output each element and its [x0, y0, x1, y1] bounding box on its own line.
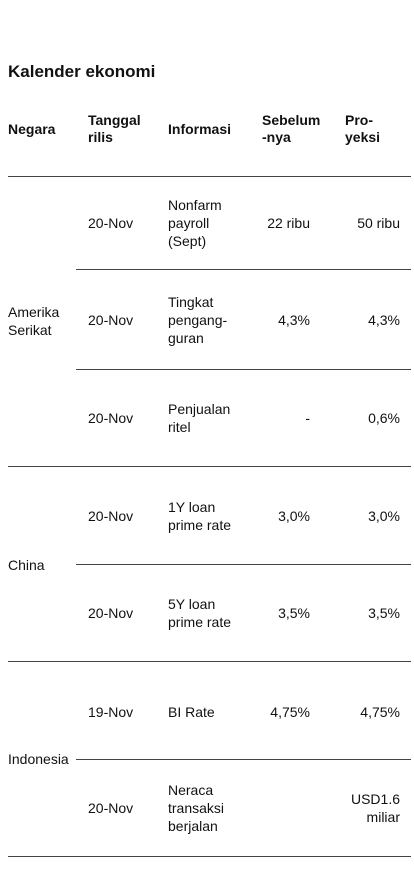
row-7-info-line-3: berjalan [168, 818, 218, 834]
row-divider [76, 759, 411, 760]
row-5-proyeksi-line-1: 3,5% [368, 605, 400, 621]
row-3-proyeksi: 0,6% [368, 409, 400, 427]
row-7-info: Neraca transaksi berjalan [168, 781, 248, 835]
row-5-info: 5Y loan prime rate [168, 595, 248, 631]
country-1-line-2: Serikat [8, 322, 52, 338]
row-4-date-line-1: 20-Nov [88, 508, 134, 524]
row-1-sebelumnya-line-1: 22 ribu [267, 215, 310, 231]
country-1-line-1: Amerika [8, 304, 60, 320]
row-5-sebelumnya-line-1: 3,5% [278, 605, 310, 621]
header-sebelumnya-line-2: -nya [262, 129, 291, 145]
row-2-info-line-1: Tingkat [168, 294, 214, 310]
row-6-proyeksi-line-1: 4,75% [360, 704, 400, 720]
row-1-proyeksi: 50 ribu [357, 214, 400, 232]
header-proyeksi-line-1: Pro- [345, 112, 373, 128]
header-tanggal-line-2: rilis [88, 129, 113, 145]
row-3-date-line-1: 20-Nov [88, 410, 134, 426]
header-proyeksi-line-2: yeksi [345, 129, 381, 145]
row-4-sebelumnya: 3,0% [278, 507, 310, 525]
header-sebelumnya-line-1: Sebelum [262, 112, 321, 128]
page-title: Kalender ekonomi [8, 62, 156, 81]
row-4-info-line-2: prime rate [168, 517, 232, 533]
row-3-sebelumnya: - [305, 409, 310, 427]
row-7-proyeksi-line-2: miliar [366, 809, 400, 825]
row-2-sebelumnya-line-1: 4,3% [278, 312, 310, 328]
header-tanggal-rilis: Tanggal rilis [88, 112, 141, 146]
row-1-info-line-2: payroll [168, 215, 210, 231]
row-divider [76, 369, 411, 370]
row-6-sebelumnya-line-1: 4,75% [270, 704, 310, 720]
row-5-info-line-2: prime rate [168, 614, 232, 630]
row-divider [8, 466, 411, 467]
row-6-info: BI Rate [168, 703, 248, 721]
row-4-date: 20-Nov [88, 507, 133, 525]
row-6-proyeksi: 4,75% [360, 703, 400, 721]
row-6-date: 19-Nov [88, 703, 133, 721]
row-3-proyeksi-line-1: 0,6% [368, 410, 400, 426]
row-1-info-line-3: (Sept) [168, 233, 207, 249]
row-6-date-line-1: 19-Nov [88, 704, 134, 720]
header-informasi: Informasi [168, 121, 232, 137]
country-label: Indonesia [8, 750, 69, 768]
row-2-date: 20-Nov [88, 311, 133, 329]
row-3-date: 20-Nov [88, 409, 133, 427]
row-1-info: Nonfarm payroll (Sept) [168, 196, 248, 250]
row-7-date-line-1: 20-Nov [88, 800, 134, 816]
country-3-line-1: Indonesia [8, 751, 69, 767]
row-3-info-line-1: Penjualan [168, 401, 231, 417]
header-tanggal-line-1: Tanggal [88, 112, 141, 128]
header-proyeksi: Pro- yeksi [345, 112, 380, 146]
row-2-sebelumnya: 4,3% [278, 311, 310, 329]
row-7-proyeksi: USD1.6 miliar [351, 790, 400, 826]
row-7-proyeksi-line-1: USD1.6 [350, 791, 400, 807]
row-6-sebelumnya: 4,75% [270, 703, 310, 721]
row-1-sebelumnya: 22 ribu [267, 214, 310, 232]
row-2-info-line-3: guran [168, 330, 204, 346]
row-5-info-line-1: 5Y loan [168, 596, 216, 612]
row-1-date-line-1: 20-Nov [88, 215, 134, 231]
row-5-date: 20-Nov [88, 604, 133, 622]
header-negara: Negara [8, 121, 56, 137]
row-1-proyeksi-line-1: 50 ribu [357, 215, 400, 231]
row-5-date-line-1: 20-Nov [88, 605, 134, 621]
row-divider [8, 856, 411, 857]
row-4-proyeksi-line-1: 3,0% [368, 508, 400, 524]
row-3-info-line-2: ritel [168, 419, 191, 435]
row-2-date-line-1: 20-Nov [88, 312, 134, 328]
row-7-date: 20-Nov [88, 799, 133, 817]
row-7-info-line-1: Neraca [168, 782, 214, 798]
row-6-info-line-1: BI Rate [168, 704, 215, 720]
row-1-date: 20-Nov [88, 214, 133, 232]
row-4-info-line-1: 1Y loan [168, 499, 216, 515]
row-2-proyeksi-line-1: 4,3% [368, 312, 400, 328]
header-divider [8, 176, 411, 177]
row-2-proyeksi: 4,3% [368, 311, 400, 329]
row-7-info-line-2: transaksi [168, 800, 225, 816]
country-label: Amerika Serikat [8, 303, 59, 339]
row-5-sebelumnya: 3,5% [278, 604, 310, 622]
row-3-info: Penjualan ritel [168, 400, 248, 436]
row-4-info: 1Y loan prime rate [168, 498, 248, 534]
row-divider [76, 564, 411, 565]
row-2-info: Tingkat pengang-guran [168, 293, 248, 347]
header-sebelumnya: Sebelum -nya [262, 112, 320, 146]
row-4-proyeksi: 3,0% [368, 507, 400, 525]
row-divider [76, 269, 411, 270]
row-3-sebelumnya-line-1: - [305, 410, 310, 426]
row-5-proyeksi: 3,5% [368, 604, 400, 622]
row-2-info-line-2: pengang- [168, 312, 228, 328]
row-divider [8, 661, 411, 662]
country-label: China [8, 556, 45, 574]
row-1-info-line-1: Nonfarm [168, 197, 222, 213]
row-4-sebelumnya-line-1: 3,0% [278, 508, 310, 524]
country-2-line-1: China [8, 557, 45, 573]
